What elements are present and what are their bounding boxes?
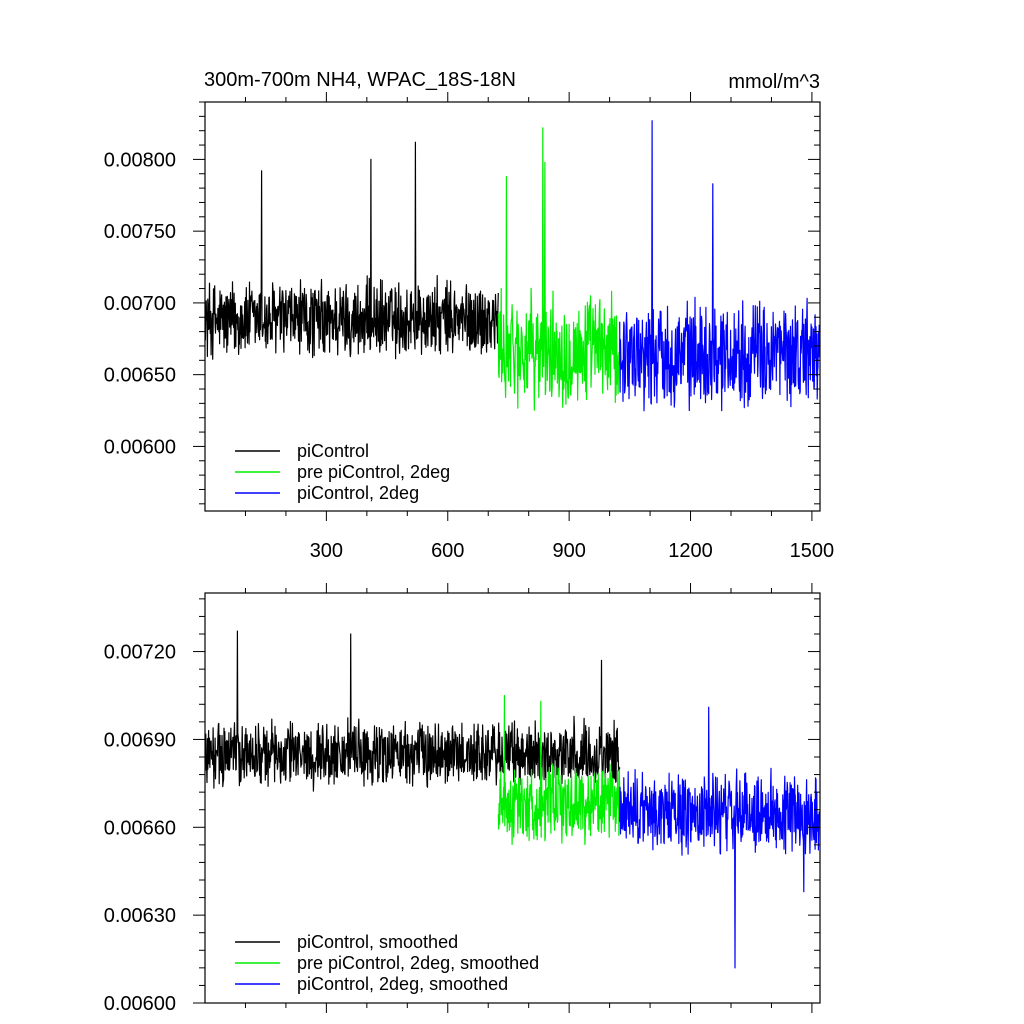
series-line-2-1	[204, 630, 621, 792]
legend-label: piControl	[297, 441, 369, 461]
units-label: mmol/m^3	[728, 71, 820, 93]
y-tick-label: 0.00600	[104, 436, 176, 458]
legend-label: piControl, 2deg	[297, 483, 419, 503]
legend-label: piControl, smoothed	[297, 932, 458, 952]
x-tick-label: 1500	[790, 540, 835, 562]
x-tick-label: 600	[431, 540, 464, 562]
series-line-1-1	[204, 141, 499, 360]
legend-label: pre piControl, 2deg, smoothed	[297, 953, 539, 973]
plot-frame-2	[204, 592, 821, 1004]
series-line-2-3	[619, 706, 820, 969]
x-tick-label: 300	[310, 540, 343, 562]
x-tick-label: 1200	[668, 540, 713, 562]
y-tick-label: 0.00720	[104, 642, 176, 664]
legend-label: piControl, 2deg, smoothed	[297, 974, 508, 994]
y-tick-label: 0.00690	[104, 729, 176, 751]
series-line-1-2	[497, 127, 621, 411]
plot-frame-1	[204, 101, 821, 512]
y-tick-label: 0.00800	[104, 149, 176, 171]
legend-label: pre piControl, 2deg	[297, 462, 450, 482]
y-tick-label: 0.00630	[104, 905, 176, 927]
y-tick-label: 0.00700	[104, 293, 176, 315]
series-line-2-2	[497, 694, 621, 846]
series-line-1-3	[619, 120, 820, 412]
top-panel: 300m-700m NH4, WPAC_18S-18N mmol/m^3 300…	[104, 69, 834, 562]
y-tick-label: 0.00600	[104, 993, 176, 1015]
chart-title: 300m-700m NH4, WPAC_18S-18N	[204, 69, 516, 91]
x-tick-label: 900	[552, 540, 585, 562]
y-tick-label: 0.00650	[104, 365, 176, 387]
bottom-panel: 0.00600 0.00630 0.00660 0.00690 0.00720 piCon…	[104, 583, 821, 1015]
y-tick-label: 0.00660	[104, 817, 176, 839]
y-tick-label: 0.00750	[104, 221, 176, 243]
